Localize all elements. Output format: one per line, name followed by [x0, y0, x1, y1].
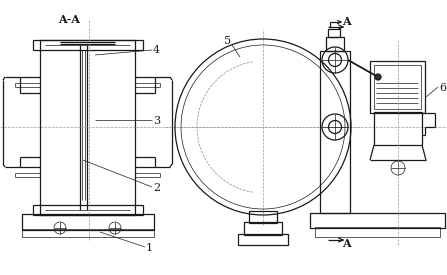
Bar	[22, 229, 154, 237]
Circle shape	[375, 74, 381, 80]
Bar	[40, 40, 135, 215]
Bar	[310, 213, 445, 228]
Bar	[33, 205, 143, 215]
Text: 4: 4	[153, 45, 160, 55]
Bar	[244, 222, 282, 235]
Bar	[370, 61, 425, 113]
Text: 1: 1	[146, 243, 153, 253]
Text: 5: 5	[224, 36, 231, 46]
Bar	[249, 211, 277, 223]
Text: 2: 2	[153, 183, 160, 193]
Bar	[33, 40, 143, 50]
Text: 6: 6	[439, 83, 446, 93]
Bar	[320, 51, 350, 213]
Text: A-A: A-A	[58, 14, 80, 25]
Bar	[374, 112, 422, 145]
Bar	[328, 29, 340, 37]
Text: A: A	[342, 16, 350, 27]
Bar	[315, 227, 440, 237]
Text: 3: 3	[153, 116, 160, 126]
Text: A: A	[342, 238, 350, 249]
Bar	[22, 214, 154, 230]
Bar	[326, 37, 344, 51]
Bar	[238, 234, 288, 245]
Bar	[374, 65, 421, 109]
